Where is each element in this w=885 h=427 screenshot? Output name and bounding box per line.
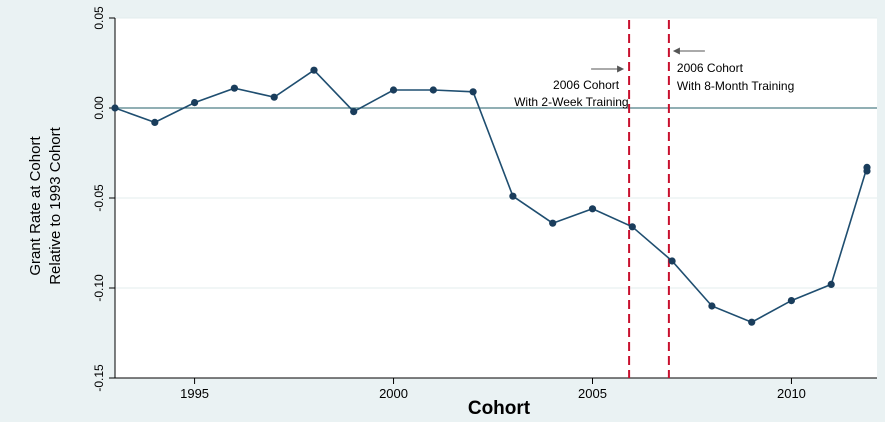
x-tick-label: 1995: [180, 386, 209, 401]
data-point: [310, 66, 318, 74]
x-tick-label: 2000: [379, 386, 408, 401]
annotation-arrowhead-1: [617, 65, 625, 73]
y-tick-label: 0.05: [92, 6, 106, 30]
x-axis-title: Cohort: [468, 398, 531, 419]
x-tick-label: 2005: [578, 386, 607, 401]
data-point: [469, 88, 477, 96]
data-point: [509, 192, 517, 200]
data-point: [151, 118, 159, 126]
y-tick-label: -0.10: [92, 274, 106, 302]
data-point: [111, 104, 119, 112]
annotation-2-line-1: 2006 Cohort: [677, 61, 744, 75]
data-point: [708, 302, 716, 310]
y-tick-label: -0.05: [92, 184, 106, 212]
y-axis-title-line-1: Grant Rate at Cohort: [27, 136, 44, 276]
annotation-1-line-2: With 2-Week Training: [514, 95, 629, 109]
annotation-2-line-2: With 8-Month Training: [677, 79, 794, 93]
y-axis-title-line-2: Relative to 1993 Cohort: [47, 126, 64, 284]
data-point: [429, 86, 437, 94]
data-point: [863, 167, 871, 175]
annotation-arrowhead-2: [672, 47, 680, 55]
data-point: [628, 223, 636, 231]
data-point: [827, 280, 835, 288]
data-point: [588, 205, 597, 213]
y-tick-label: -0.15: [92, 364, 106, 392]
data-point: [350, 108, 358, 116]
data-point: [668, 257, 676, 265]
annotation-1-line-1: 2006 Cohort: [553, 78, 620, 92]
data-point: [270, 93, 278, 101]
data-point: [787, 297, 796, 305]
y-tick-label: 0.00: [92, 96, 106, 120]
data-point: [748, 318, 756, 326]
data-point: [191, 99, 199, 107]
x-tick-label: 2010: [777, 386, 806, 401]
data-point: [389, 86, 398, 94]
data-point: [230, 84, 238, 92]
data-point: [549, 219, 557, 227]
